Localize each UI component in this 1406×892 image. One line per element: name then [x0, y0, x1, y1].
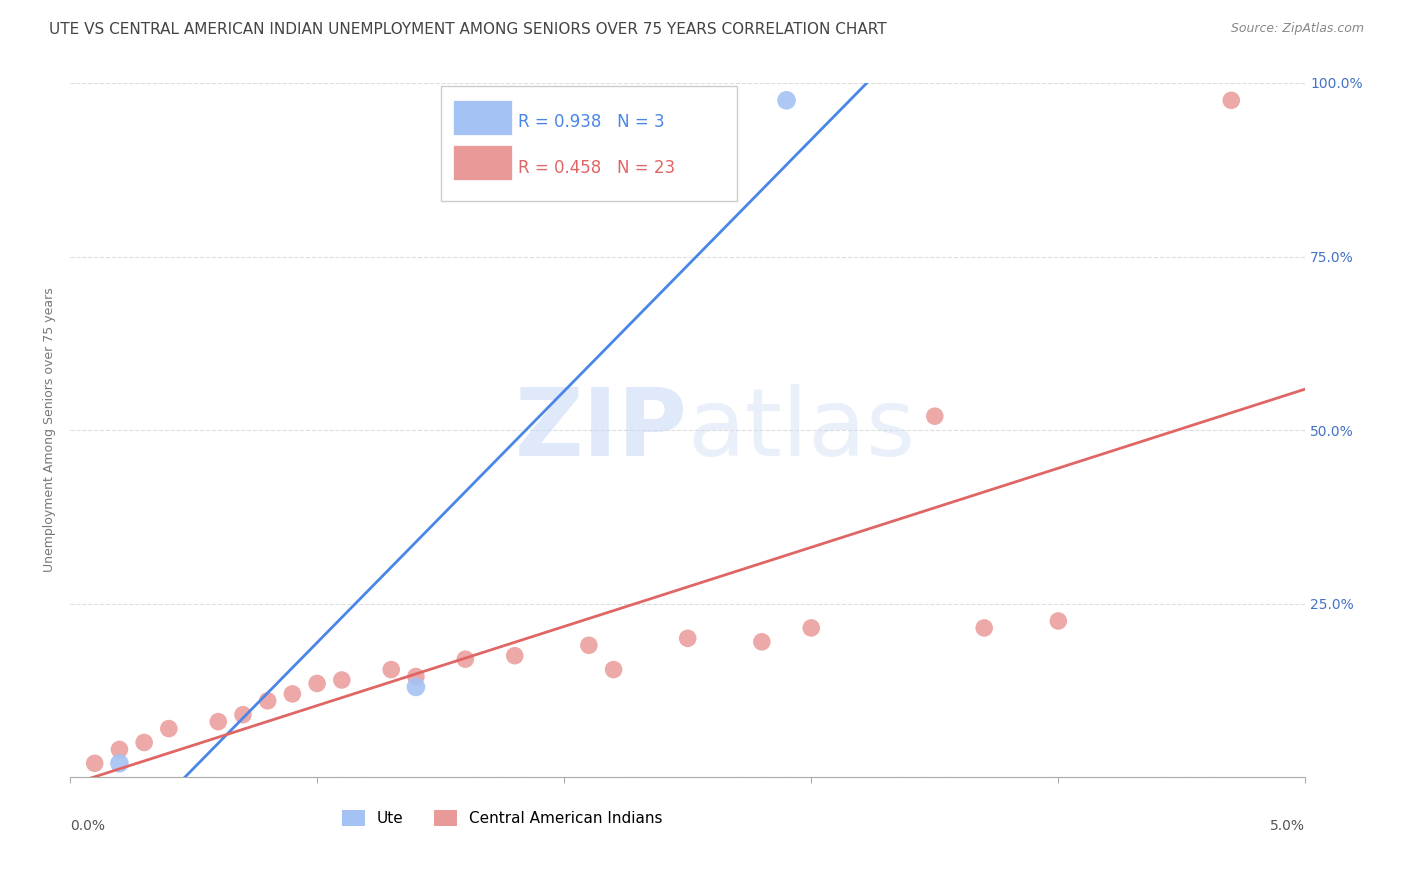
Point: [676, 632, 699, 646]
Point: [1220, 93, 1243, 107]
Point: [330, 673, 353, 687]
Text: ZIP: ZIP: [515, 384, 688, 476]
FancyBboxPatch shape: [440, 87, 737, 201]
Text: R = 0.938   N = 3: R = 0.938 N = 3: [519, 112, 665, 131]
Text: 0.0%: 0.0%: [70, 819, 105, 833]
FancyBboxPatch shape: [453, 100, 512, 135]
Point: [405, 680, 427, 694]
Point: [924, 409, 946, 424]
Point: [1047, 614, 1070, 628]
Y-axis label: Unemployment Among Seniors over 75 years: Unemployment Among Seniors over 75 years: [44, 288, 56, 573]
Text: R = 0.458   N = 23: R = 0.458 N = 23: [519, 160, 675, 178]
Text: Source: ZipAtlas.com: Source: ZipAtlas.com: [1230, 22, 1364, 36]
Point: [380, 663, 402, 677]
Point: [775, 93, 797, 107]
Point: [405, 669, 427, 683]
Legend: Ute, Central American Indians: Ute, Central American Indians: [336, 804, 669, 832]
Point: [134, 735, 156, 749]
Point: [307, 676, 329, 690]
Point: [503, 648, 526, 663]
Point: [454, 652, 477, 666]
Point: [973, 621, 995, 635]
Point: [108, 742, 131, 756]
Point: [578, 638, 600, 652]
FancyBboxPatch shape: [453, 145, 512, 180]
Point: [232, 707, 254, 722]
Point: [281, 687, 304, 701]
Point: [800, 621, 823, 635]
Point: [602, 663, 624, 677]
Point: [751, 635, 773, 649]
Text: UTE VS CENTRAL AMERICAN INDIAN UNEMPLOYMENT AMONG SENIORS OVER 75 YEARS CORRELAT: UTE VS CENTRAL AMERICAN INDIAN UNEMPLOYM…: [49, 22, 887, 37]
Text: atlas: atlas: [688, 384, 915, 476]
Point: [83, 756, 105, 771]
Point: [108, 756, 131, 771]
Point: [256, 694, 278, 708]
Point: [157, 722, 180, 736]
Point: [207, 714, 229, 729]
Text: 5.0%: 5.0%: [1271, 819, 1305, 833]
